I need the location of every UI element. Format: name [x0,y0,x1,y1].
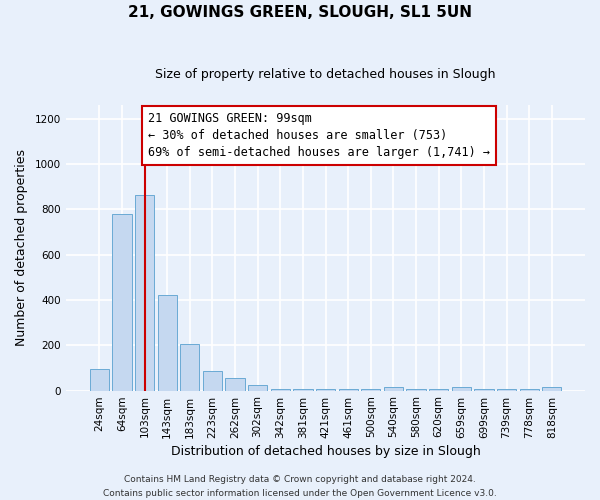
Title: Size of property relative to detached houses in Slough: Size of property relative to detached ho… [155,68,496,80]
Bar [384,387,403,390]
X-axis label: Distribution of detached houses by size in Slough: Distribution of detached houses by size … [170,444,481,458]
Y-axis label: Number of detached properties: Number of detached properties [15,150,28,346]
Bar [271,389,290,390]
Bar [158,296,177,390]
Bar [135,194,154,390]
Bar [180,344,199,391]
Text: 21, GOWINGS GREEN, SLOUGH, SL1 5UN: 21, GOWINGS GREEN, SLOUGH, SL1 5UN [128,5,472,20]
Text: 21 GOWINGS GREEN: 99sqm
← 30% of detached houses are smaller (753)
69% of semi-d: 21 GOWINGS GREEN: 99sqm ← 30% of detache… [148,112,490,159]
Bar [89,369,109,390]
Bar [112,214,131,390]
Bar [203,372,222,390]
Bar [226,378,245,390]
Bar [452,387,471,390]
Text: Contains HM Land Registry data © Crown copyright and database right 2024.
Contai: Contains HM Land Registry data © Crown c… [103,476,497,498]
Bar [542,387,562,390]
Bar [248,385,267,390]
